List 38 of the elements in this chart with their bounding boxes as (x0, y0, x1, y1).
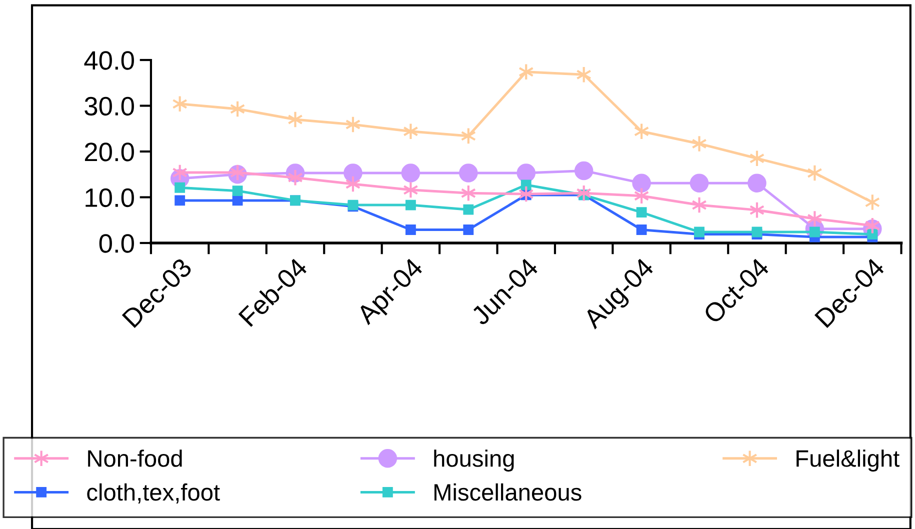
point (694, 226, 704, 238)
point (748, 174, 766, 192)
point (520, 180, 532, 190)
legend-label: housing (434, 450, 514, 472)
point (463, 224, 474, 235)
point (692, 196, 707, 214)
point (752, 226, 762, 238)
point (459, 164, 478, 182)
point (574, 161, 594, 180)
point (632, 174, 651, 192)
y-tick-label: 40.0 (84, 51, 134, 70)
point (232, 186, 243, 196)
point (288, 110, 303, 128)
point (463, 204, 474, 215)
y-tick-label: 30.0 (84, 96, 134, 116)
point (636, 224, 647, 235)
point (867, 229, 878, 240)
y-tick-label: 20.0 (84, 142, 134, 162)
point (636, 207, 647, 218)
point (232, 195, 243, 206)
legend-label: Non-food (88, 450, 182, 467)
point (288, 168, 303, 186)
point (516, 164, 536, 182)
point (405, 224, 416, 235)
point (401, 164, 420, 182)
y-tick-label: 10.0 (86, 188, 134, 208)
point (344, 164, 362, 182)
point (174, 182, 186, 193)
point (690, 174, 709, 192)
legend-label: cloth,tex,foot (87, 483, 220, 504)
y-tick-label: 0.0 (99, 234, 134, 253)
point (692, 135, 707, 152)
point (405, 200, 416, 210)
point (174, 195, 186, 206)
legend-label: Miscellaneous (434, 483, 582, 501)
point (576, 184, 592, 202)
legend-label: Fuel&light (796, 450, 900, 472)
point (518, 185, 534, 203)
